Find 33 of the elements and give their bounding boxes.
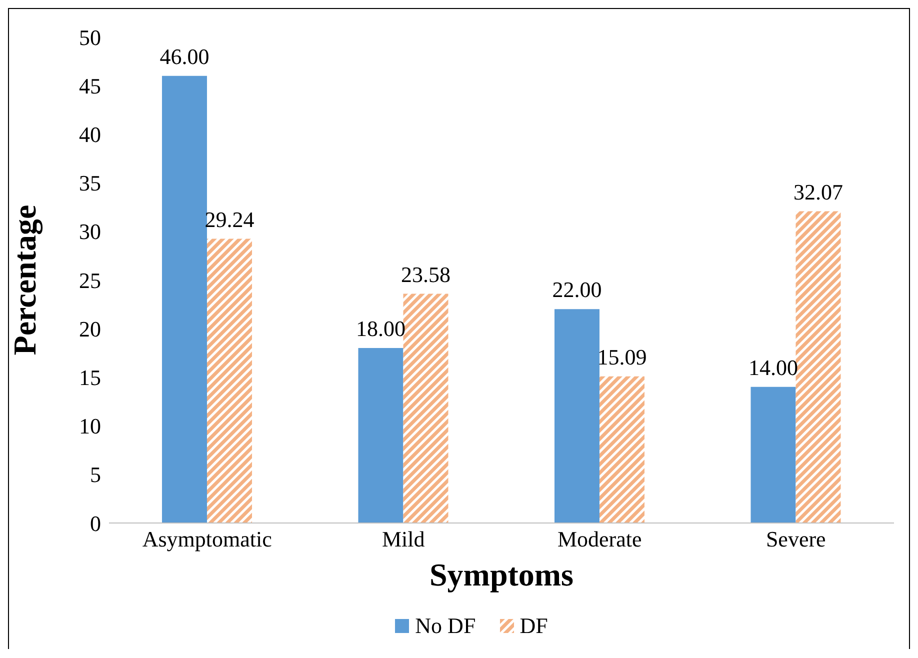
data-label: 23.58	[400, 262, 450, 287]
y-tick-label: 30	[79, 219, 101, 244]
x-tick-label: Asymptomatic	[142, 526, 272, 552]
x-tick-label: Moderate	[557, 526, 642, 552]
x-tick-label: Mild	[382, 526, 425, 552]
data-label: 14.00	[748, 354, 798, 380]
bar	[358, 348, 404, 523]
data-label: 18.00	[356, 316, 406, 342]
bar	[403, 294, 448, 523]
legend-label: No DF	[415, 613, 476, 639]
y-tick-label: 0	[90, 510, 101, 536]
y-tick-label: 40	[79, 122, 101, 148]
y-tick-label: 45	[79, 73, 101, 98]
legend-label: DF	[520, 613, 548, 639]
y-tick-label: 15	[79, 365, 101, 390]
bar	[796, 211, 841, 523]
bar	[554, 309, 600, 523]
y-tick-label: 5	[90, 462, 101, 488]
data-label: 32.07	[793, 179, 843, 204]
bar	[750, 386, 796, 523]
x-tick-label: Severe	[766, 526, 826, 552]
y-axis-title: Percentage	[6, 204, 44, 356]
bar	[599, 376, 644, 523]
data-label: 46.00	[160, 44, 210, 69]
bar	[206, 238, 252, 523]
y-tick-label: 20	[79, 316, 101, 342]
bar	[162, 76, 207, 523]
x-axis-title: Symptoms	[429, 556, 574, 593]
data-label: 22.00	[552, 277, 602, 302]
y-tick-label: 35	[79, 170, 101, 196]
y-tick-label: 10	[79, 414, 101, 439]
y-tick-label: 25	[79, 268, 101, 293]
y-tick-label: 50	[79, 24, 101, 50]
